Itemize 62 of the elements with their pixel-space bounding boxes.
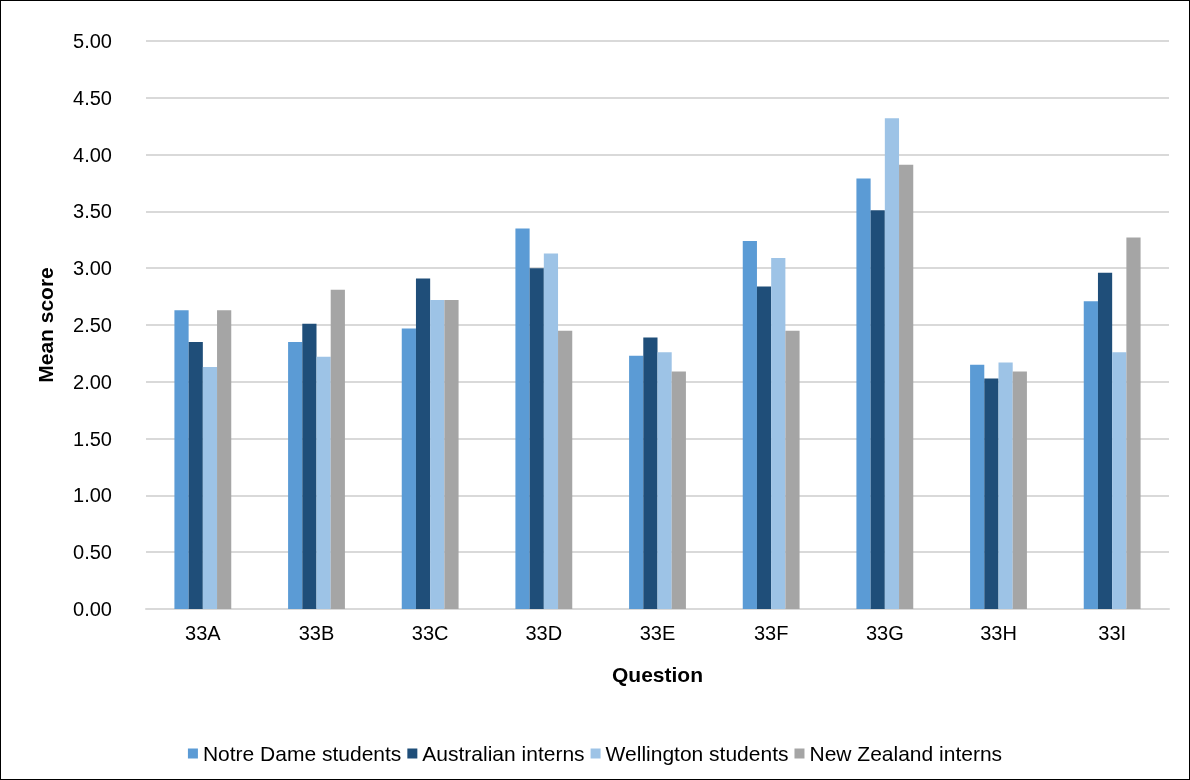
- x-tick-label: 33A: [185, 622, 222, 644]
- bar: [899, 164, 914, 609]
- bar: [202, 367, 218, 609]
- y-tick-label: 0.00: [73, 598, 112, 620]
- bar: [302, 323, 317, 609]
- x-tick-label: 33E: [639, 622, 676, 644]
- bar: [742, 240, 757, 609]
- bar: [444, 300, 459, 609]
- bar: [856, 178, 871, 609]
- y-tick-label: 1.50: [73, 427, 112, 450]
- y-tick-label: 1.00: [73, 484, 112, 507]
- bar: [657, 352, 672, 609]
- y-tick-label: 3.00: [73, 257, 112, 280]
- legend-label: Wellington students: [605, 742, 789, 765]
- x-tick-label: 33C: [411, 622, 449, 644]
- bar: [771, 257, 786, 609]
- bar: [188, 342, 203, 609]
- bar: [998, 362, 1013, 609]
- bar: [1112, 352, 1127, 609]
- bar: [543, 253, 559, 609]
- bar: [1097, 272, 1113, 609]
- x-tick-label: 33H: [980, 622, 1017, 644]
- bar: [217, 310, 232, 609]
- bar: [330, 289, 345, 609]
- bar: [174, 310, 189, 609]
- x-axis-title: Question: [611, 663, 704, 686]
- bar: [1083, 301, 1098, 609]
- bar: [884, 118, 900, 609]
- y-tick-label: 2.50: [73, 314, 112, 336]
- bar: [288, 342, 303, 609]
- bar: [430, 300, 445, 609]
- bar: [984, 378, 999, 609]
- bar: [415, 278, 431, 609]
- x-tick-label: 33F: [753, 622, 789, 644]
- bar: [756, 286, 772, 609]
- bar: [316, 356, 331, 609]
- bar: [785, 330, 800, 609]
- x-tick-label: 33B: [298, 622, 335, 644]
- bar: [401, 328, 416, 609]
- x-tick-label: 33D: [525, 622, 563, 644]
- bar: [1012, 371, 1027, 609]
- y-tick-label: 4.50: [73, 86, 112, 109]
- bar: [643, 337, 658, 609]
- x-tick-label: 33G: [865, 622, 904, 644]
- y-axis-title: Mean score: [34, 267, 57, 383]
- legend-label: New Zealand interns: [809, 742, 1003, 765]
- bar: [970, 364, 985, 609]
- y-tick-label: 3.50: [73, 200, 112, 223]
- bar: [870, 210, 885, 609]
- bar: [671, 371, 686, 609]
- legend-label: Australian interns: [422, 742, 585, 765]
- y-tick-label: 2.00: [73, 370, 112, 393]
- bar: [629, 355, 644, 609]
- y-tick-label: 4.00: [73, 143, 112, 166]
- y-tick-label: 0.50: [73, 541, 112, 564]
- bar: [515, 228, 530, 609]
- bar: [558, 330, 573, 609]
- x-tick-label: 33I: [1098, 622, 1127, 644]
- legend-label: Notre Dame students: [202, 742, 402, 765]
- bar: [529, 268, 544, 609]
- bar: [1126, 237, 1141, 609]
- y-tick-label: 5.00: [73, 30, 112, 52]
